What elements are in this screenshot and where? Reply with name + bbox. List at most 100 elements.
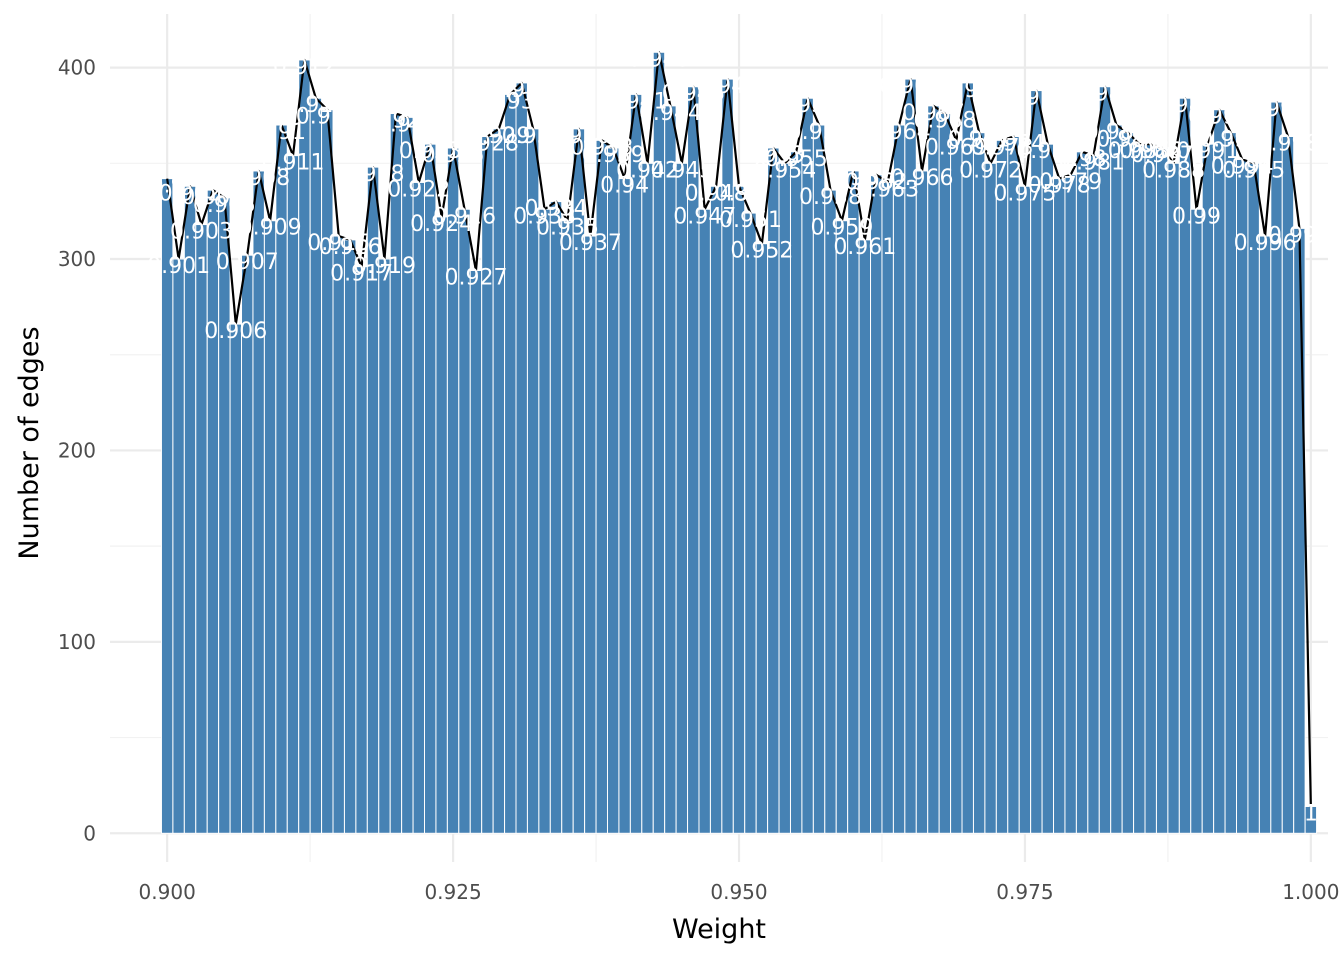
bar-data-label: 0.92	[371, 109, 420, 134]
bar	[229, 323, 243, 834]
bar-data-label: 0.918	[342, 162, 405, 187]
bar-data-label: 0.983	[1085, 120, 1148, 145]
bar	[1018, 185, 1032, 834]
bar-data-label: 0.994	[1211, 154, 1274, 179]
bar	[458, 208, 471, 834]
bar-data-label: 0.939	[582, 143, 645, 168]
bar	[435, 216, 448, 834]
bar	[858, 239, 872, 834]
bar	[538, 208, 551, 834]
bar-data-label: 0.937	[559, 231, 622, 256]
bar	[1201, 143, 1215, 834]
bar	[1247, 162, 1260, 834]
bar-data-label: 0.94	[600, 174, 649, 199]
bar-data-label: 0.997	[1245, 97, 1308, 122]
bar	[549, 201, 563, 834]
y-axis-title: Number of edges	[14, 326, 45, 559]
bar-data-label: 1	[1304, 801, 1318, 826]
count-line	[166, 51, 1312, 807]
x-tick-label: 0.925	[424, 880, 481, 904]
bar	[481, 136, 494, 834]
bar	[1053, 178, 1066, 834]
bar-data-label: 0.981	[1062, 151, 1125, 176]
bar-data-label: 0.984	[1096, 128, 1159, 153]
bar	[1087, 155, 1100, 834]
bar	[378, 258, 391, 834]
bar-data-label: 0.923	[399, 139, 462, 164]
bar-data-label: 0.917	[330, 262, 393, 287]
bar	[675, 162, 689, 834]
bar	[915, 170, 929, 834]
y-tick-label: 300	[58, 247, 96, 271]
bar	[172, 258, 185, 834]
bar	[1133, 143, 1146, 834]
bar	[972, 132, 986, 834]
bar	[629, 93, 643, 834]
bar	[1155, 147, 1169, 834]
bar-data-label: 0.947	[673, 204, 736, 229]
bar-data-label: 0.938	[570, 135, 633, 160]
bar-data-label: 0.9	[150, 174, 185, 199]
bar-data-label: 0.978	[1028, 174, 1091, 199]
bar	[641, 162, 654, 834]
bar	[424, 143, 437, 834]
bar-data-label: 0.912	[273, 55, 336, 80]
bar-data-label: 0.982	[1073, 82, 1136, 107]
bar	[732, 185, 746, 834]
bar-data-label: 0.967	[902, 101, 965, 126]
bar-data-label: 0.904	[181, 185, 244, 210]
bar-data-label: 0.908	[227, 166, 290, 191]
bar	[286, 155, 300, 834]
bar	[938, 113, 952, 834]
bar	[1041, 143, 1055, 834]
bar	[950, 139, 963, 834]
bar-data-label: 0.914	[296, 105, 359, 130]
bar	[584, 235, 597, 834]
x-axis-ticks: 0.900 0.925 0.950 0.975 1.000	[139, 880, 1340, 904]
bar	[1190, 208, 1203, 834]
bar-data-label: 0.956	[776, 93, 839, 118]
bar-data-label: 0.946	[662, 82, 725, 107]
bar	[1110, 124, 1123, 834]
bar	[892, 124, 906, 834]
bar-data-label: 0.924	[410, 212, 473, 237]
bar-data-label: 0.951	[719, 208, 782, 233]
bar-data-label: 0.959	[810, 216, 873, 241]
bar	[870, 174, 883, 834]
bar-data-label: 0.922	[387, 177, 450, 202]
bar-data-label: 0.954	[753, 158, 816, 183]
bar	[1258, 235, 1272, 834]
bar-data-label: 0.927	[444, 266, 507, 291]
bar	[1098, 86, 1112, 834]
bar-data-label: 0.989	[1154, 93, 1217, 118]
bar-data-label: 0.974	[982, 132, 1045, 157]
bar	[824, 189, 837, 834]
bar	[515, 82, 528, 834]
bar-data-label: 0.943	[627, 47, 690, 72]
bar	[1236, 158, 1249, 834]
bar-data-label: 0.952	[730, 239, 793, 264]
bar-data-label: 0.936	[547, 124, 610, 149]
bar	[446, 147, 460, 834]
bar	[1075, 151, 1089, 834]
bar-data-label: 0.942	[616, 158, 679, 183]
bar-data-label: 0.987	[1131, 143, 1194, 168]
x-tick-label: 1.000	[1282, 880, 1339, 904]
bar-data-label: 0.957	[788, 120, 851, 145]
bar-data-label: 0.971	[948, 128, 1011, 153]
bar-data-label: 0.907	[216, 250, 279, 275]
bar	[778, 162, 791, 834]
bar	[492, 128, 506, 834]
bar	[618, 178, 631, 834]
bar	[961, 82, 974, 834]
bar-data-label: 0.986	[1119, 139, 1182, 164]
bar-data-label: 0.919	[353, 254, 416, 279]
bar-data-label: 0.961	[833, 235, 896, 260]
bar-data-label: 0.992	[1188, 105, 1251, 130]
bar	[995, 139, 1009, 834]
bar-data-label: 0.963	[856, 177, 919, 202]
bar	[206, 189, 220, 834]
bar-data-label: 0.915	[307, 231, 370, 256]
